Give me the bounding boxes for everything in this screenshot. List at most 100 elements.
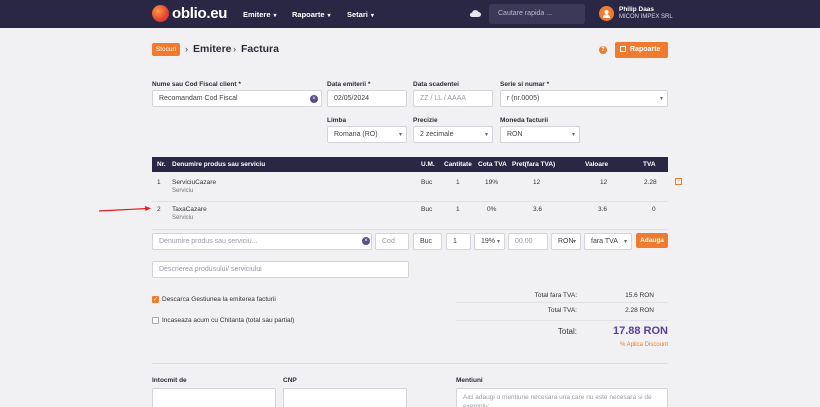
row-um: Buc bbox=[421, 179, 433, 186]
precision-value: 2 zecimale bbox=[420, 131, 454, 138]
price-input[interactable]: 00.00 bbox=[508, 233, 548, 250]
notes-label: Mentiuni bbox=[456, 377, 483, 384]
add-line-button[interactable]: Adauga bbox=[636, 233, 668, 248]
client-label: Nume sau Cod Fiscal client * bbox=[152, 81, 241, 88]
col-name: Denumire produs sau serviciu bbox=[172, 161, 266, 168]
line-currency-value: RON bbox=[558, 238, 574, 245]
apply-discount-link[interactable]: % Aplica Discount bbox=[619, 342, 668, 348]
chevron-down-icon: ▾ bbox=[370, 13, 374, 19]
chevron-down-icon: ▾ bbox=[623, 239, 627, 245]
top-navbar: oblio.eu Emitere ▾ Rapoarte ▾ Setari ▾ Caut… bbox=[0, 0, 820, 28]
grand-total-label: Total: bbox=[557, 327, 577, 336]
due-date-label: Data scadentei bbox=[413, 81, 459, 88]
nav-setari-label: Setari bbox=[347, 10, 368, 19]
prepared-by-label: Intocmit de bbox=[152, 377, 187, 384]
col-qty: Cantitate bbox=[444, 161, 472, 168]
breadcrumb-emitere[interactable]: Emitere bbox=[193, 43, 232, 55]
logo-icon[interactable] bbox=[152, 5, 169, 22]
row-um: Buc bbox=[421, 206, 433, 213]
reports-button[interactable]: Rapoarte bbox=[615, 42, 668, 58]
series-value: r (nr.0005) bbox=[507, 95, 540, 102]
chevron-down-icon: ▾ bbox=[398, 132, 402, 138]
delete-row-icon[interactable]: − bbox=[675, 178, 682, 185]
quick-search-input[interactable]: Cautare rapida ... bbox=[489, 4, 585, 24]
um-input[interactable]: Buc bbox=[413, 233, 442, 250]
precision-select[interactable]: 2 zecimale ▾ bbox=[413, 126, 493, 143]
row-price: 12 bbox=[533, 179, 541, 186]
issue-date-input[interactable]: 02/05/2024 bbox=[327, 90, 407, 107]
stock-discharge-checkbox[interactable]: ✓ bbox=[152, 296, 159, 303]
prepared-by-input[interactable] bbox=[152, 388, 276, 407]
chevron-down-icon: ▾ bbox=[571, 132, 575, 138]
col-vat-rate: Cota TVA bbox=[478, 161, 507, 168]
net-total-label: Total fara TVA: bbox=[534, 292, 577, 299]
currency-value: RON bbox=[507, 131, 523, 138]
client-input[interactable]: Recomandam Cod Fiscal bbox=[152, 90, 322, 107]
row-value: 12 bbox=[600, 179, 608, 186]
brand-logo[interactable]: oblio.eu bbox=[172, 5, 228, 22]
language-select[interactable]: Romana (RO) ▾ bbox=[327, 126, 407, 143]
net-total-value: 15.6 RON bbox=[625, 292, 654, 299]
product-name-input[interactable]: Denumire produs sau serviciu... bbox=[152, 233, 372, 250]
language-value: Romana (RO) bbox=[334, 131, 378, 138]
currency-select[interactable]: RON ▾ bbox=[500, 126, 580, 143]
row-name: TaxaCazare bbox=[172, 206, 207, 213]
divider bbox=[456, 320, 668, 321]
annotation-arrow-icon bbox=[99, 206, 151, 212]
table-row[interactable]: 2 TaxaCazare Serviciu Buc 1 0% 3.6 3.6 0 bbox=[152, 202, 668, 230]
user-company: MICON IMPEX SRL bbox=[619, 14, 673, 20]
nav-emitere-label: Emitere bbox=[243, 10, 271, 19]
clear-icon[interactable]: × bbox=[362, 237, 370, 245]
row-name: ServiciuCazare bbox=[172, 179, 217, 186]
chevron-right-icon: › bbox=[185, 44, 188, 54]
vat-mode-value: fara TVA bbox=[591, 238, 618, 245]
page-title: Factura bbox=[241, 43, 279, 55]
product-code-input[interactable]: Cod bbox=[375, 233, 409, 250]
chevron-down-icon: ▾ bbox=[484, 132, 488, 138]
precision-label: Precizie bbox=[413, 117, 438, 124]
user-name[interactable]: Philip Daas bbox=[619, 6, 655, 13]
col-nr: Nr. bbox=[157, 161, 166, 168]
report-icon bbox=[620, 46, 626, 52]
chevron-down-icon: ▾ bbox=[659, 96, 663, 102]
vat-mode-select[interactable]: fara TVA ▾ bbox=[584, 233, 632, 250]
help-icon[interactable]: ? bbox=[599, 46, 607, 54]
row-vat-rate: 0% bbox=[487, 206, 497, 213]
cnp-label: CNP bbox=[283, 377, 297, 384]
series-label: Serie si numar * bbox=[500, 81, 550, 88]
cnp-input[interactable] bbox=[283, 388, 407, 407]
cash-in-label: Incaseaza acum cu Chitanta (total sau pa… bbox=[162, 317, 295, 324]
stock-badge[interactable]: Stocuri bbox=[152, 43, 180, 56]
row-type: Serviciu bbox=[172, 188, 194, 194]
products-table-header: Nr. Denumire produs sau serviciu U.M. Ca… bbox=[152, 157, 668, 172]
quantity-input[interactable]: 1 bbox=[446, 233, 471, 250]
product-description-input[interactable]: Descrierea produsului/ serviciului bbox=[152, 261, 409, 278]
row-vat: 2.28 bbox=[644, 179, 657, 186]
user-icon bbox=[602, 10, 611, 18]
currency-label: Moneda facturii bbox=[500, 117, 549, 124]
col-price: Pret(fara TVA) bbox=[512, 161, 556, 168]
cloud-icon[interactable] bbox=[469, 8, 481, 18]
clear-icon[interactable]: × bbox=[310, 95, 318, 103]
chevron-down-icon: ▾ bbox=[273, 13, 277, 19]
series-select[interactable]: r (nr.0005) ▾ bbox=[500, 90, 668, 107]
vat-rate-select[interactable]: 19% ▾ bbox=[474, 233, 505, 250]
row-vat-rate: 19% bbox=[485, 179, 499, 186]
vat-rate-value: 19% bbox=[481, 238, 496, 245]
divider bbox=[456, 302, 668, 303]
row-type: Serviciu bbox=[172, 215, 194, 221]
chevron-right-icon: › bbox=[233, 44, 236, 54]
nav-emitere[interactable]: Emitere ▾ bbox=[243, 10, 277, 19]
language-label: Limba bbox=[327, 117, 347, 124]
cash-in-checkbox[interactable] bbox=[152, 317, 159, 324]
table-row[interactable]: 1 ServiciuCazare Serviciu Buc 1 19% 12 1… bbox=[152, 174, 668, 202]
reports-button-label: Rapoarte bbox=[630, 46, 661, 53]
line-currency-select[interactable]: RON ▾ bbox=[551, 233, 581, 250]
nav-rapoarte[interactable]: Rapoarte ▾ bbox=[292, 10, 331, 19]
user-avatar[interactable] bbox=[599, 6, 614, 21]
due-date-input[interactable]: ZZ / LL / AAAA bbox=[413, 90, 493, 107]
notes-textarea[interactable]: Aici adaugi o mentiune necesara una care… bbox=[456, 388, 668, 407]
nav-setari[interactable]: Setari ▾ bbox=[347, 10, 374, 19]
row-nr: 2 bbox=[157, 206, 161, 213]
row-value: 3.6 bbox=[598, 206, 608, 213]
